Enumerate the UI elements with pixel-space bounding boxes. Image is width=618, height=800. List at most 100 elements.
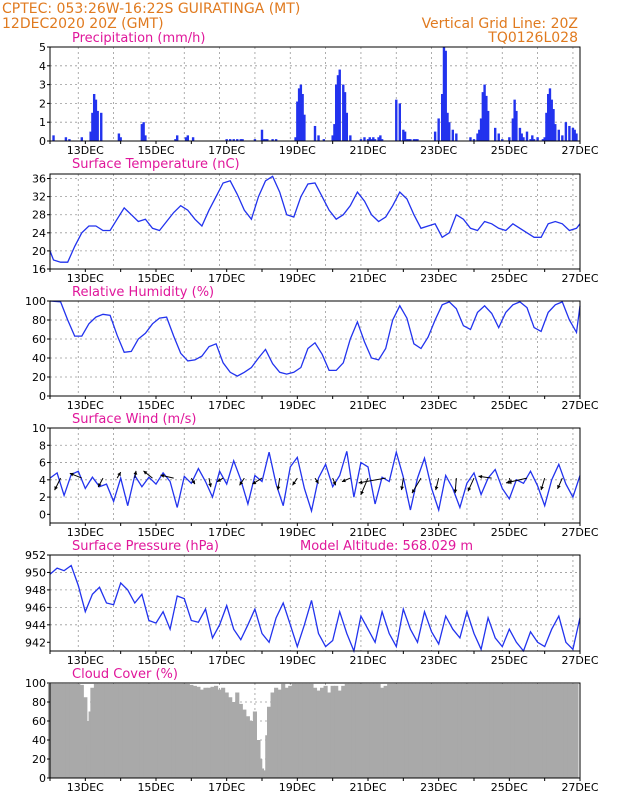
y-tick-label: 100 [25, 677, 46, 690]
bar [397, 683, 402, 778]
bar [58, 683, 63, 778]
header-line1: CPTEC: 053:26W-16:22S GUIRATINGA (MT) [2, 1, 300, 17]
bar [153, 683, 159, 778]
y-tick-label: 40 [32, 734, 46, 747]
bar [426, 683, 431, 778]
bar [93, 683, 98, 778]
bar [294, 137, 297, 141]
bar [94, 99, 98, 141]
bar [479, 118, 483, 141]
bar [331, 135, 334, 141]
bar [302, 683, 307, 778]
wind-arrow-head [412, 489, 416, 494]
bar [132, 683, 137, 778]
y-tick-label: 20 [32, 753, 46, 766]
x-tick-label: 23DEC [420, 272, 457, 285]
bar [76, 683, 81, 778]
bar [486, 110, 490, 141]
bar [140, 124, 144, 141]
x-tick-label: 19DEC [279, 272, 316, 285]
bar [514, 683, 519, 778]
x-tick-label: 15DEC [137, 781, 174, 794]
bar [235, 692, 240, 778]
bar [395, 99, 398, 141]
wind-arrow [505, 477, 528, 484]
bar [100, 683, 106, 778]
panel-5: 0 20 40 60 80 100 13DEC 15DEC 17DEC 19DEC 21DEC 23D… [25, 667, 599, 794]
bar [571, 127, 575, 141]
wind-arrow-head [358, 480, 363, 485]
bar [573, 129, 576, 141]
bar [91, 112, 94, 141]
bar [297, 88, 301, 141]
bar [164, 683, 169, 778]
plot-frame [49, 300, 581, 397]
bar [500, 683, 505, 778]
bar [433, 683, 438, 778]
y-tick-label: 100 [25, 295, 46, 308]
header-vgrid: Vertical Grid Line: 20Z [422, 16, 578, 32]
bar [122, 683, 127, 778]
bar [553, 683, 558, 778]
wind-arrow-head [160, 474, 165, 478]
panel-title: Cloud Cover (%) [72, 667, 178, 682]
bar [369, 683, 374, 778]
x-tick-label: 17DEC [208, 654, 245, 667]
x-tick-label: 25DEC [491, 526, 528, 539]
bar [182, 683, 187, 778]
x-tick-label: 25DEC [491, 399, 528, 412]
bar [376, 683, 381, 778]
bar [547, 94, 550, 141]
bar [136, 683, 141, 778]
bar [447, 683, 452, 778]
plot-frame [49, 46, 581, 142]
x-tick-label: 25DEC [491, 781, 528, 794]
bar [362, 683, 367, 778]
wind-arrow-head [117, 472, 121, 477]
bar [469, 137, 472, 141]
bar [563, 683, 568, 778]
wind-arrow-head [315, 479, 319, 484]
wind-arrow-head [557, 484, 561, 489]
x-tick-label: 19DEC [279, 526, 316, 539]
bar [252, 711, 257, 778]
bar [231, 702, 236, 778]
bar [536, 137, 539, 141]
bar [253, 139, 257, 141]
bar [333, 124, 336, 141]
plot-frame [49, 173, 581, 270]
bar [442, 47, 446, 141]
bar [97, 683, 102, 778]
bar [481, 92, 485, 141]
x-tick-label: 23DEC [420, 144, 457, 157]
wind-arrow-head [143, 470, 148, 475]
bar [529, 139, 532, 141]
bar [521, 683, 526, 778]
x-tick-label: 27DEC [561, 781, 598, 794]
x-tick-label: 27DEC [561, 272, 598, 285]
bar [372, 137, 375, 141]
bar [575, 133, 578, 141]
bar [341, 685, 346, 778]
bar [497, 133, 500, 141]
wind-arrow-head [208, 483, 212, 488]
bar [404, 683, 409, 778]
bar [443, 683, 448, 778]
y-tick-label: 60 [32, 333, 46, 346]
bar [556, 683, 561, 778]
y-tick-label: 6 [39, 457, 46, 470]
bar [496, 683, 501, 778]
panel-0: 0 1 2 3 4 5 13DEC 15DEC 17DEC 19DEC 21DEC 23DEC 25DE… [39, 31, 599, 157]
bar [291, 683, 296, 778]
bar [455, 133, 458, 141]
y-tick-label: 36 [32, 173, 46, 186]
bar [288, 685, 293, 778]
y-tick-label: 946 [25, 601, 46, 614]
bar [444, 50, 447, 142]
bar [64, 137, 68, 141]
x-tick-label: 21DEC [349, 399, 386, 412]
bar [267, 706, 272, 778]
bar [457, 683, 462, 778]
y-tick-label: 0 [39, 390, 46, 403]
bar [274, 139, 278, 141]
